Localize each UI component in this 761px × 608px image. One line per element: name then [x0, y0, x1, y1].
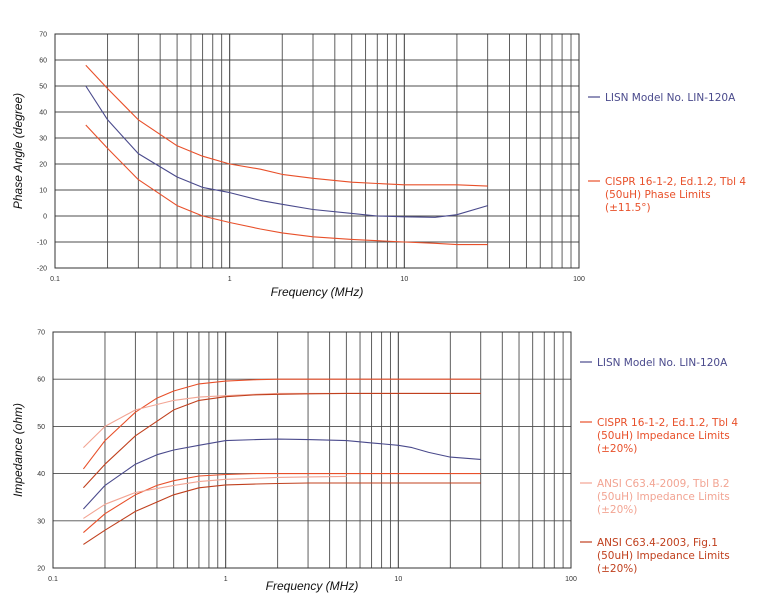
x-tick-label: 100	[573, 276, 585, 283]
legend-label: CISPR 16-1-2, Ed.1.2, Tbl 4	[597, 417, 738, 429]
y-tick-label: 70	[39, 32, 47, 39]
y-tick-label: 60	[37, 377, 45, 384]
series-line-1	[85, 85, 488, 218]
legend-label: (50uH) Impedance Limits	[597, 430, 730, 442]
legend-entry-2: CISPR 16-1-2, Ed.1.2, Tbl 4(50uH) Impeda…	[580, 417, 738, 455]
series-line-7	[83, 482, 481, 545]
legend-entry-3: ANSI C63.4-2009, Tbl B.2(50uH) Impedance…	[580, 478, 730, 516]
y-tick-label: 40	[37, 471, 45, 478]
x-axis-title: Frequency (MHz)	[271, 285, 364, 299]
x-axis-title: Frequency (MHz)	[266, 579, 359, 593]
y-tick-label: -20	[37, 266, 47, 273]
legend-label: LISN Model No. LIN-120A	[597, 357, 728, 369]
chart-2: 20 30 40 50 60 70 0.1 1 10 100 Frequency (MHz) Impe…	[11, 330, 738, 594]
y-tick-label: 30	[37, 518, 45, 525]
series-line-1	[82, 438, 481, 510]
plot-area	[55, 34, 579, 268]
legend-label: (±20%)	[597, 443, 637, 455]
legend-label: (50uH) Phase Limits	[605, 189, 711, 201]
y-tick-label: 60	[39, 58, 47, 65]
y-tick-label: 70	[37, 330, 45, 337]
legend-label: (50uH) Impedance Limits	[597, 491, 730, 503]
series-line-3	[85, 124, 488, 246]
plot-area	[53, 332, 571, 568]
legend-entry-2: CISPR 16-1-2, Ed.1.2, Tbl 4(50uH) Phase …	[588, 176, 746, 214]
legend-entry-4: ANSI C63.4-2003, Fig.1(50uH) Impedance L…	[580, 537, 730, 575]
series-line-2	[85, 64, 488, 187]
legend-entry-1: LISN Model No. LIN-120A	[580, 357, 728, 369]
y-tick-label: 50	[39, 84, 47, 91]
x-tick-label: 100	[565, 576, 577, 583]
legend-label: ANSI C63.4-2003, Fig.1	[597, 537, 718, 549]
x-tick-label: 10	[394, 576, 402, 583]
y-tick-label: 30	[39, 136, 47, 143]
legend-label: (50uH) Impedance Limits	[597, 550, 730, 562]
x-tick-label: 0.1	[48, 576, 58, 583]
y-tick-label: -10	[37, 240, 47, 247]
legend-entry-1: LISN Model No. LIN-120A	[588, 92, 736, 104]
series-line-6	[82, 392, 481, 489]
legend-label: (±11.5°)	[605, 202, 651, 214]
y-axis-title: Impedance (ohm)	[11, 403, 25, 497]
x-tick-label: 10	[400, 276, 408, 283]
y-tick-label: 10	[39, 188, 47, 195]
y-tick-label: 40	[39, 110, 47, 117]
legend-label: (±20%)	[597, 504, 637, 516]
series-line-2	[82, 378, 481, 470]
x-tick-label: 1	[224, 576, 228, 583]
plot-frame	[54, 33, 580, 269]
x-tick-label: 0.1	[50, 276, 60, 283]
legend-label: CISPR 16-1-2, Ed.1.2, Tbl 4	[605, 176, 746, 188]
x-tick-label: 1	[228, 276, 232, 283]
y-tick-label: 0	[43, 214, 47, 221]
y-tick-label: 20	[37, 566, 45, 573]
y-axis-title: Phase Angle (degree)	[11, 93, 25, 209]
y-tick-label: 50	[37, 424, 45, 431]
y-tick-label: 20	[39, 162, 47, 169]
legend-label: (±20%)	[597, 563, 637, 575]
series-line-5	[83, 475, 347, 519]
legend-label: LISN Model No. LIN-120A	[605, 92, 736, 104]
plot-frame	[52, 331, 572, 569]
legend-label: ANSI C63.4-2009, Tbl B.2	[597, 478, 730, 490]
chart-1: -20 -10 0 10 20 30 40 50 60 70 0.1 1 10 100 Frequency …	[11, 32, 746, 300]
